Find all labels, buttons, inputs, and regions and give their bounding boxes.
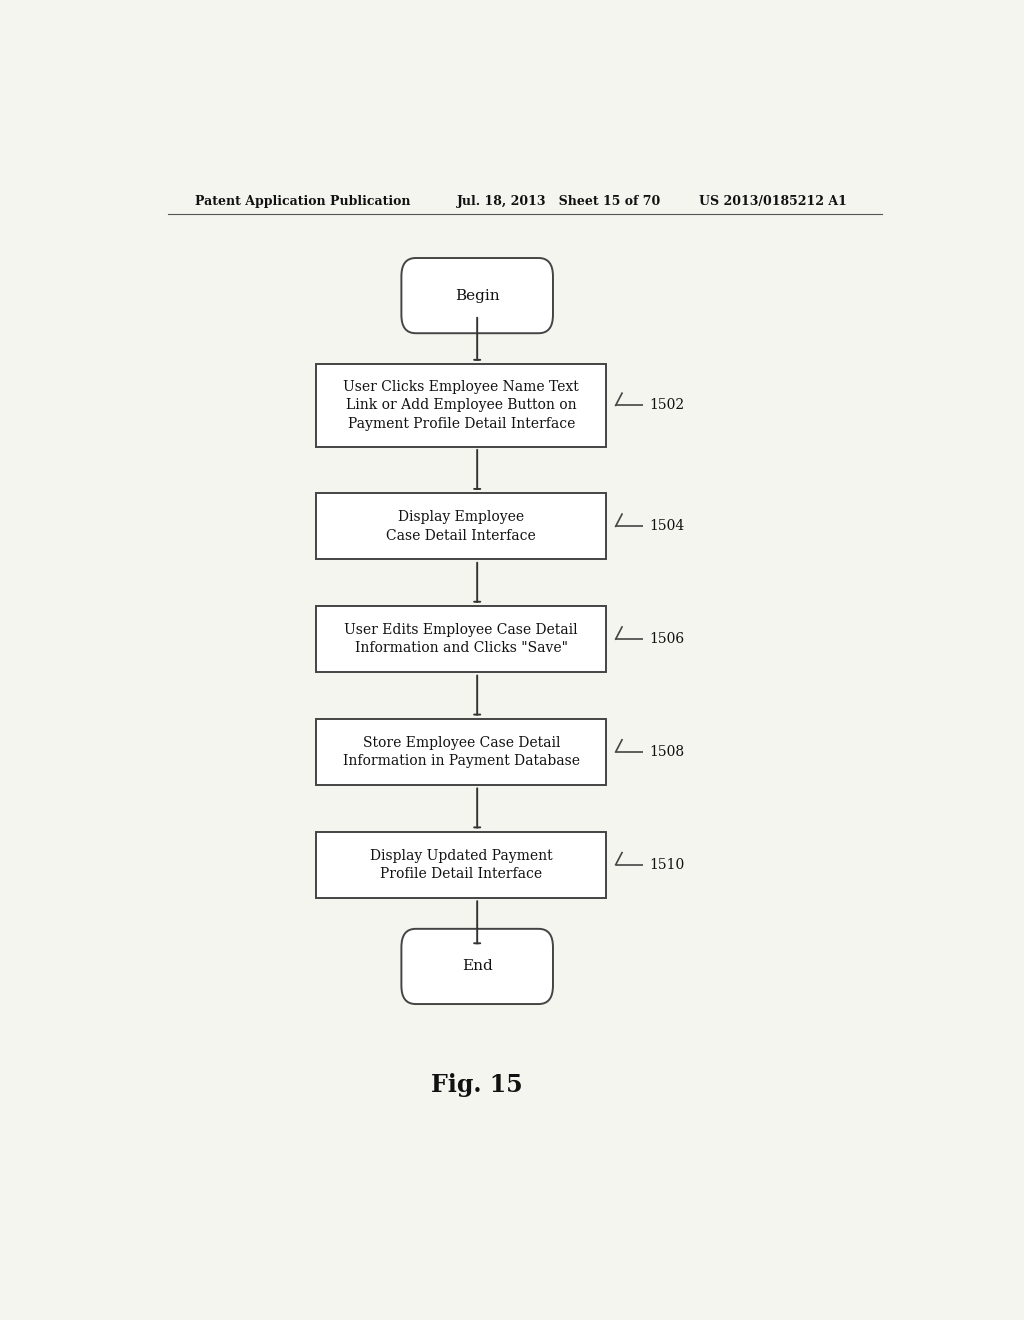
FancyBboxPatch shape	[401, 929, 553, 1005]
FancyBboxPatch shape	[316, 719, 606, 785]
Text: Display Employee
Case Detail Interface: Display Employee Case Detail Interface	[386, 510, 537, 543]
FancyBboxPatch shape	[316, 832, 606, 898]
Text: 1508: 1508	[650, 744, 685, 759]
Text: Fig. 15: Fig. 15	[431, 1073, 523, 1097]
FancyBboxPatch shape	[316, 494, 606, 560]
Text: 1510: 1510	[650, 858, 685, 871]
Text: Display Updated Payment
Profile Detail Interface: Display Updated Payment Profile Detail I…	[370, 849, 553, 880]
FancyBboxPatch shape	[401, 257, 553, 333]
FancyBboxPatch shape	[316, 606, 606, 672]
FancyBboxPatch shape	[316, 364, 606, 447]
Text: User Clicks Employee Name Text
Link or Add Employee Button on
Payment Profile De: User Clicks Employee Name Text Link or A…	[343, 380, 580, 430]
Text: 1502: 1502	[650, 399, 685, 412]
Text: Store Employee Case Detail
Information in Payment Database: Store Employee Case Detail Information i…	[343, 735, 580, 768]
Text: 1504: 1504	[650, 519, 685, 533]
Text: Begin: Begin	[455, 289, 500, 302]
Text: US 2013/0185212 A1: US 2013/0185212 A1	[699, 194, 847, 207]
Text: User Edits Employee Case Detail
Information and Clicks "Save": User Edits Employee Case Detail Informat…	[344, 623, 579, 655]
Text: Patent Application Publication: Patent Application Publication	[196, 194, 411, 207]
Text: End: End	[462, 960, 493, 973]
Text: Jul. 18, 2013   Sheet 15 of 70: Jul. 18, 2013 Sheet 15 of 70	[458, 194, 662, 207]
Text: 1506: 1506	[650, 632, 685, 647]
